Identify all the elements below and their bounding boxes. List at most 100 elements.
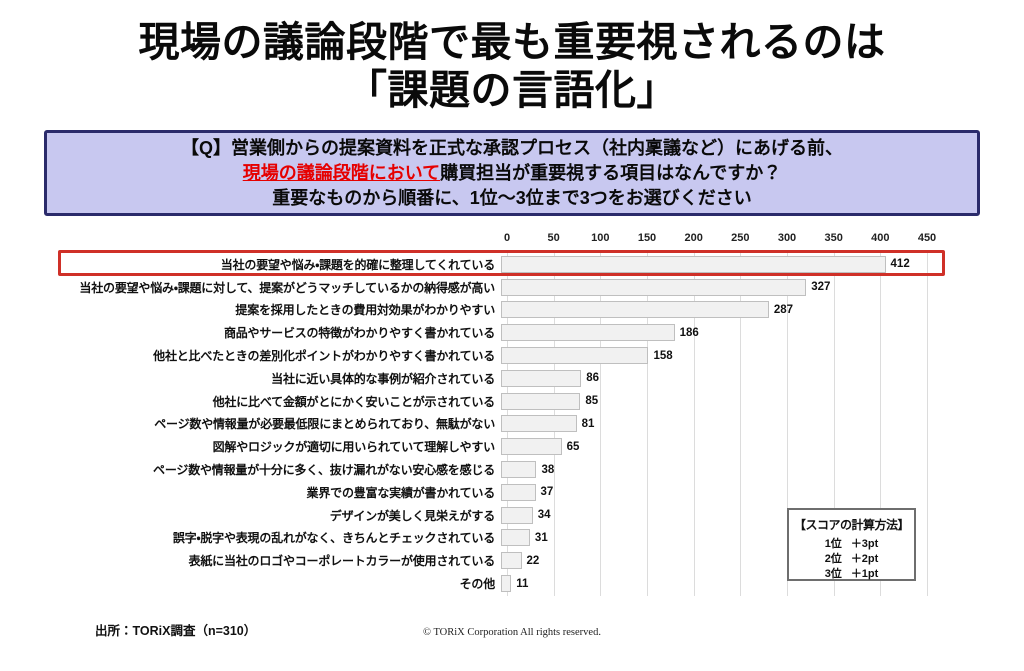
question-box: 【Q】営業側からの提案資料を正式な承認プロセス（社内稟議など）にあげる前、 現場… [44, 130, 980, 216]
bar-value-label: 186 [679, 326, 699, 339]
category-label: 表紙に当社のロゴやコーポレートカラーが使用されている [188, 554, 496, 569]
chart-row: 商品やサービスの特徴がわかりやすく書かれている 186 [61, 321, 981, 344]
score-points: ＋3pt [850, 538, 879, 550]
bar [501, 461, 537, 479]
chart-row: ページ数や情報量が十分に多く、抜け漏れがない安心感を感じる 38 [61, 458, 981, 481]
chart-row: 当社の要望や悩み・課題に対して、提案がどうマッチしているかの納得感が高い 327 [61, 276, 981, 299]
chart-row: 業界での豊富な実績が書かれている 37 [61, 481, 981, 504]
score-rank: 3位 [824, 568, 842, 580]
score-box-item: 3位 ＋1pt [789, 567, 914, 582]
score-box-item: 2位 ＋2pt [789, 552, 914, 567]
chart-row: 表紙に当社のロゴやコーポレートカラーが使用されている 22 [61, 549, 981, 572]
bar [501, 506, 533, 524]
score-box: 【スコアの計算方法】 1位 ＋3pt 2位 ＋2pt 3位 ＋1pt [787, 508, 916, 581]
bar-chart: 0 50 100 150 200 250 300 350 400 450 当社の要望や悩み・課題を… [58, 232, 981, 604]
bar [501, 438, 562, 456]
bar-value-label: 65 [566, 440, 580, 453]
title-line2: 「課題の言語化」 [346, 67, 678, 113]
category-label: 図解やロジックが適切に用いられていて理解しやすい [212, 440, 496, 455]
category-label: 誤字・脱字や表現の乱れがなく、きちんとチェックされている [172, 531, 495, 546]
category-label: 当社の要望や悩み・課題に対して、提案がどうマッチしているかの納得感が高い [79, 280, 495, 295]
x-tick-label: 250 [731, 232, 750, 244]
question-highlight-text: 現場の議論段階において [242, 162, 441, 183]
category-label: ページ数や情報量が十分に多く、抜け漏れがない安心感を感じる [153, 463, 495, 478]
chart-row: 他社と比べたときの差別化ポイントがわかりやすく書かれている 158 [61, 344, 981, 367]
chart-row: ページ数や情報量が必要最低限にまとめられており、無駄がない 81 [61, 413, 981, 436]
category-label: 当社の要望や悩み・課題を的確に整理してくれている [220, 257, 495, 272]
question-line2: 現場の議論段階において購買担当が重要視する項目はなんですか？ [47, 161, 977, 186]
question-line2-rest: 購買担当が重要視する項目はなんですか？ [440, 162, 782, 183]
x-tick-label: 200 [684, 232, 703, 244]
x-tick-label: 400 [871, 232, 890, 244]
gridline [693, 253, 695, 596]
x-tick-label: 50 [547, 232, 560, 244]
bar [501, 278, 807, 296]
bar-value-label: 31 [534, 531, 548, 544]
score-box-title: 【スコアの計算方法】 [793, 518, 910, 532]
bar [501, 347, 649, 365]
source-note: 出所：TORiX調査（n=310） [95, 624, 257, 638]
bar [501, 415, 577, 433]
bar-value-label: 38 [541, 463, 555, 476]
bar-value-label: 412 [890, 258, 910, 271]
gridline [833, 253, 835, 596]
x-tick-label: 0 [503, 232, 511, 244]
gridline [880, 253, 882, 596]
chart-row: 当社の要望や悩み・課題を的確に整理してくれている 412 [61, 253, 981, 276]
gridline [647, 253, 648, 596]
x-tick-label: 100 [591, 232, 610, 244]
chart-row: 図解やロジックが適切に用いられていて理解しやすい 65 [61, 435, 981, 458]
score-box-items: 1位 ＋3pt 2位 ＋2pt 3位 ＋1pt [789, 537, 914, 582]
copyright: © TORiX Corporation All rights reserved. [423, 627, 601, 638]
score-points: ＋2pt [850, 553, 879, 565]
x-tick-label: 300 [777, 232, 797, 244]
score-rank: 2位 [824, 553, 842, 565]
chart-row: 誤字・脱字や表現の乱れがなく、きちんとチェックされている 31 [61, 527, 981, 550]
bar-value-label: 158 [653, 349, 673, 362]
chart-rows: 当社の要望や悩み・課題を的確に整理してくれている 412 当社の要望や悩み・課題に対… [61, 253, 981, 595]
score-points: ＋1pt [850, 568, 879, 580]
bar [501, 301, 769, 319]
bar-value-label: 86 [586, 372, 600, 385]
bar-value-label: 34 [537, 509, 551, 522]
gridline [740, 253, 742, 596]
x-tick-label: 450 [917, 232, 937, 244]
score-rank: 1位 [824, 538, 842, 550]
bar [501, 369, 582, 387]
gridline [787, 253, 788, 596]
bar-value-label: 327 [811, 281, 831, 294]
chart-row: その他 11 [61, 572, 981, 595]
bar [501, 483, 536, 501]
title-line1: 現場の議論段階で最も重要視されるのは [138, 19, 886, 65]
chart-row: 当社に近い具体的な事例が紹介されている 86 [61, 367, 981, 390]
category-label: デザインが美しく見栄えがする [329, 508, 495, 523]
category-label: 業界での豊富な実績が書かれている [306, 485, 496, 500]
page-title: 現場の議論段階で最も重要視されるのは 「課題の言語化」 [0, 18, 1024, 114]
category-label: その他 [459, 577, 496, 592]
chart-row: 提案を採用したときの費用対効果がわかりやすい 287 [61, 299, 981, 322]
chart-row: デザインが美しく見栄えがする 34 [61, 504, 981, 527]
category-label: 提案を採用したときの費用対効果がわかりやすい [235, 303, 495, 318]
category-label: 他社に比べて金額がとにかく安いことが示されている [212, 394, 496, 409]
question-line1: 【Q】営業側からの提案資料を正式な承認プロセス（社内稟議など）にあげる前、 [181, 137, 843, 158]
bar-value-label: 22 [526, 554, 540, 567]
x-tick-label: 150 [637, 232, 657, 244]
x-tick-label: 350 [824, 232, 843, 244]
category-label: 当社に近い具体的な事例が紹介されている [271, 371, 495, 386]
gridline [927, 253, 928, 596]
bar-value-label: 37 [540, 486, 554, 499]
question-line3: 重要なものから順番に、1位～3位まで3つをお選びください [272, 187, 752, 208]
category-label: 他社と比べたときの差別化ポイントがわかりやすく書かれている [153, 349, 495, 364]
category-label: 商品やサービスの特徴がわかりやすく書かれている [223, 326, 495, 341]
gridline [600, 253, 602, 596]
bar [501, 392, 581, 410]
bar-value-label: 85 [585, 395, 599, 408]
bar-value-label: 81 [581, 417, 595, 430]
bar [501, 552, 522, 570]
category-label: ページ数や情報量が必要最低限にまとめられており、無駄がない [154, 417, 495, 432]
bar [501, 529, 530, 547]
bar [501, 255, 886, 273]
chart-row: 他社に比べて金額がとにかく安いことが示されている 85 [61, 390, 981, 413]
score-box-item: 1位 ＋3pt [789, 537, 914, 552]
